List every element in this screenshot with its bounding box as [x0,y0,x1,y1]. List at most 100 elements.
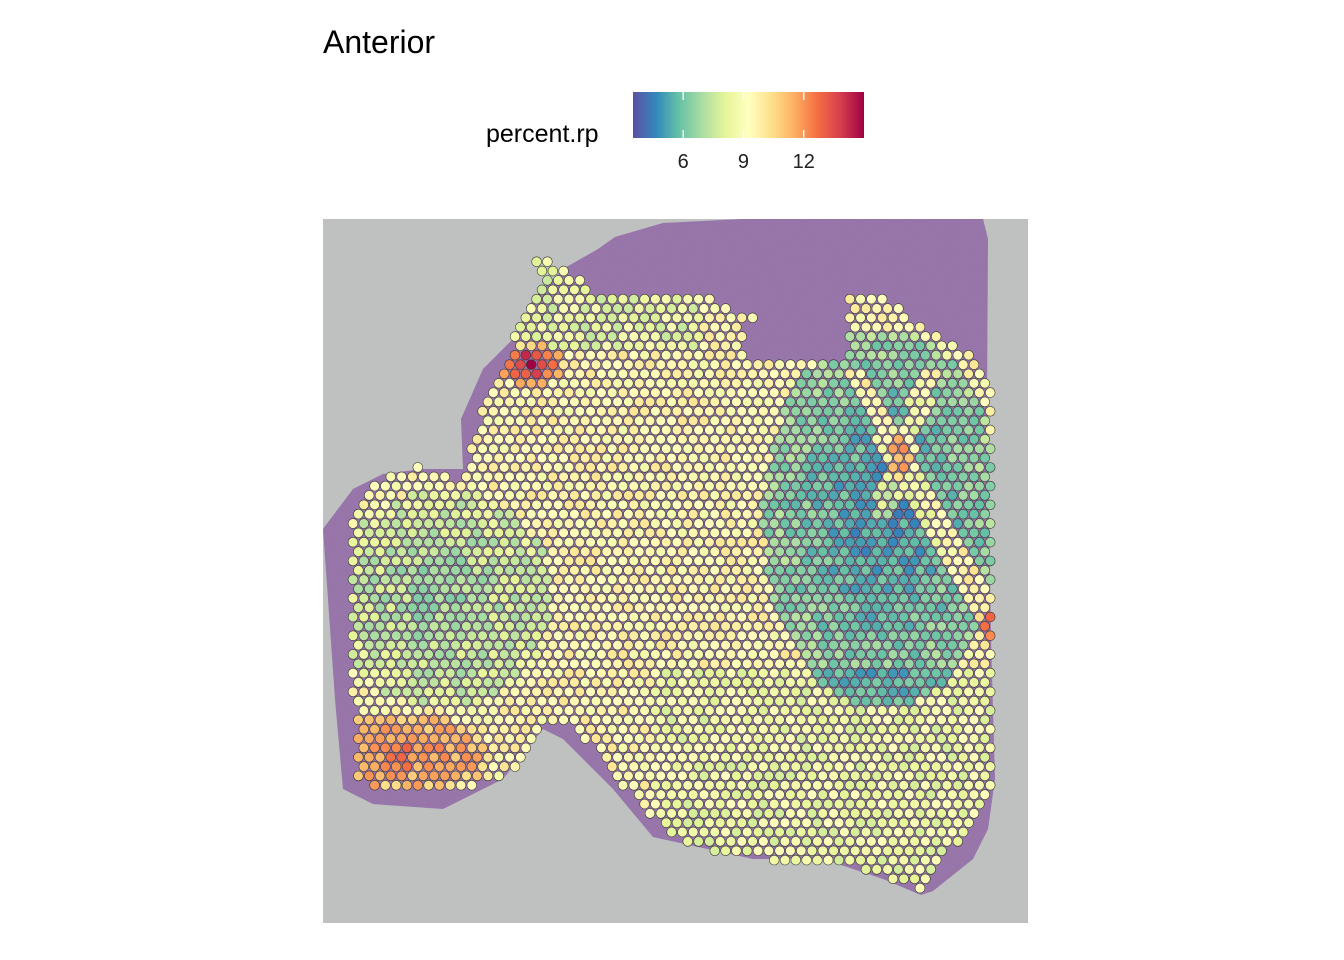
spot-point [390,742,402,754]
spot-point [941,667,953,679]
spot-point [930,331,942,342]
spot-point [817,677,828,688]
spot-point [801,630,812,641]
spot-point [450,490,461,501]
spot-point [563,368,575,380]
spot-point [661,443,672,454]
spot-point [634,639,645,651]
spot-point [882,415,893,426]
spot-point [353,714,364,725]
spot-point [715,705,726,716]
spot-point [796,565,807,576]
spot-point [817,565,828,576]
spot-point [709,452,720,464]
spot-point [882,527,893,538]
spot-point [558,695,569,707]
spot-point [488,724,499,735]
spot-point [650,518,661,529]
spot-point [693,649,704,660]
spot-point [747,649,758,660]
spot-point [936,434,947,445]
spot-point [715,312,726,324]
spot-point [731,583,742,595]
spot-point [844,780,855,791]
spot-point [671,462,683,473]
spot-point [677,303,688,314]
spot-point [585,443,596,454]
spot-point [423,780,434,791]
spot-point [666,396,677,408]
spot-point [623,546,634,557]
spot-point [482,714,494,725]
spot-point [769,593,780,604]
spot-point [374,695,386,707]
spot-point [930,724,942,735]
spot-point [466,574,478,585]
spot-point [882,845,893,856]
spot-point [644,490,656,501]
spot-point [893,826,904,838]
spot-point [634,527,645,538]
spot-point [466,742,478,754]
spot-point [817,396,828,408]
spot-point [984,406,996,417]
spot-point [909,798,920,810]
spot-point [709,733,720,744]
spot-point [353,602,364,613]
spot-point [893,546,904,557]
spot-point [860,695,872,707]
spot-point [806,378,818,389]
spot-point [796,770,807,782]
spot-point [396,546,407,557]
spot-point [957,378,969,389]
spot-point [596,574,607,585]
spot-point [628,387,639,398]
spot-point [952,480,963,492]
spot-point [876,854,888,866]
spot-point [925,714,936,725]
spot-point [779,667,791,679]
spot-point [628,518,639,529]
spot-point [531,312,542,324]
spot-point [358,537,369,548]
spot-point [936,452,947,464]
spot-point [671,667,683,679]
spot-point [920,686,931,697]
spot-point [882,602,893,613]
spot-point [704,574,715,585]
spot-point [623,583,634,595]
spot-point [779,611,791,623]
spot-point [914,752,926,763]
spot-point [742,565,753,576]
spot-point [607,649,618,660]
spot-point [396,695,407,707]
spot-point [774,434,785,445]
spot-point [769,611,780,623]
spot-point [860,490,872,501]
spot-point [833,611,845,623]
spot-point [898,761,909,772]
spot-point [461,490,472,501]
spot-point [817,471,828,482]
spot-point [860,434,872,445]
spot-point [682,574,693,585]
spot-point [580,733,591,744]
spot-point [536,378,548,389]
spot-point [412,480,424,492]
spot-point [666,714,677,725]
spot-point [866,854,877,866]
spot-point [515,565,526,576]
spot-point [374,508,386,520]
spot-point [574,480,585,492]
spot-point [563,537,575,548]
spot-point [796,359,807,370]
spot-point [542,424,553,436]
spot-point [742,733,753,744]
spot-point [607,724,618,735]
spot-point [930,686,942,697]
spot-point [779,798,791,810]
spot-point [898,424,909,436]
spot-point [661,649,672,660]
spot-point [930,499,942,510]
spot-point [677,546,688,557]
